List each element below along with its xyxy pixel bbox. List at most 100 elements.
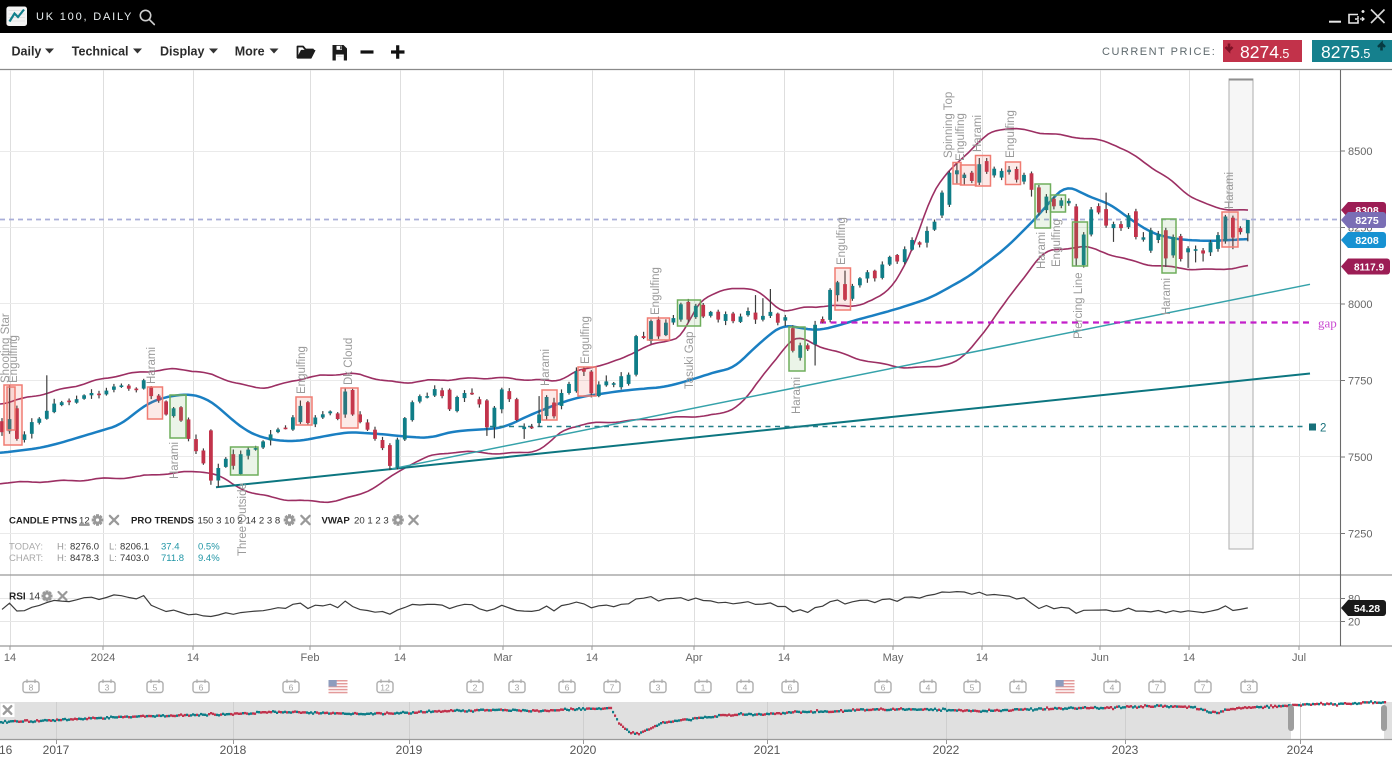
svg-text:6: 6 [199, 683, 204, 693]
svg-text:7: 7 [1201, 683, 1206, 693]
svg-text:20 1 2 3: 20 1 2 3 [354, 516, 389, 527]
svg-text:8275.5: 8275.5 [1321, 42, 1370, 62]
svg-text:Engulfing: Engulfing [580, 316, 592, 364]
svg-text:14: 14 [778, 652, 790, 664]
svg-text:14: 14 [29, 592, 41, 603]
svg-text:2022: 2022 [933, 743, 960, 757]
svg-text:14: 14 [586, 652, 598, 664]
svg-text:Harami: Harami [1224, 172, 1236, 209]
svg-text:7: 7 [1155, 683, 1160, 693]
svg-text:2: 2 [1320, 423, 1326, 435]
svg-text:7250: 7250 [1348, 528, 1372, 540]
svg-text:8478.3: 8478.3 [70, 553, 99, 564]
svg-text:CURRENT PRICE:: CURRENT PRICE: [1102, 46, 1216, 58]
svg-text:Dk Cloud: Dk Cloud [343, 338, 355, 385]
svg-text:5: 5 [153, 683, 158, 693]
svg-text:VWAP: VWAP [322, 516, 351, 527]
svg-text:20: 20 [1348, 616, 1360, 628]
svg-text:8208: 8208 [1355, 235, 1379, 247]
svg-text:Engulfing: Engulfing [8, 335, 20, 383]
svg-text:Mar: Mar [494, 652, 513, 664]
svg-text:4: 4 [743, 683, 748, 693]
svg-text:7: 7 [610, 683, 615, 693]
svg-text:Engulfing: Engulfing [650, 267, 662, 315]
svg-text:14: 14 [1183, 652, 1195, 664]
svg-text:2017: 2017 [43, 743, 70, 757]
svg-text:4: 4 [1016, 683, 1021, 693]
svg-text:CHART:: CHART: [9, 553, 43, 564]
svg-text:More: More [235, 45, 265, 59]
svg-text:H:: H: [57, 553, 67, 564]
svg-text:Display: Display [160, 45, 205, 59]
svg-text:14: 14 [394, 652, 406, 664]
svg-text:8000: 8000 [1348, 299, 1372, 311]
svg-text:CANDLE PTNS: CANDLE PTNS [9, 516, 78, 527]
svg-text:May: May [883, 652, 904, 664]
svg-text:2023: 2023 [1112, 743, 1139, 757]
svg-text:2019: 2019 [396, 743, 423, 757]
svg-text:711.8: 711.8 [161, 553, 184, 564]
svg-text:Engulfing: Engulfing [955, 113, 967, 161]
svg-text:Harami: Harami [146, 347, 158, 384]
svg-text:16: 16 [0, 743, 13, 757]
svg-text:Technical: Technical [72, 45, 129, 59]
svg-text:Engulfing: Engulfing [1051, 219, 1063, 267]
svg-text:12: 12 [79, 516, 90, 527]
svg-text:4: 4 [1110, 683, 1115, 693]
svg-text:1: 1 [701, 683, 706, 693]
svg-text:Jul: Jul [1292, 652, 1306, 664]
svg-text:8276.0: 8276.0 [70, 542, 99, 553]
svg-text:3: 3 [105, 683, 110, 693]
svg-text:8: 8 [29, 683, 34, 693]
svg-text:3: 3 [656, 683, 661, 693]
svg-text:2024: 2024 [1287, 743, 1314, 757]
svg-text:3: 3 [515, 683, 520, 693]
svg-text:54.28: 54.28 [1354, 603, 1380, 615]
svg-text:6: 6 [289, 683, 294, 693]
svg-text:Piercing Line: Piercing Line [1073, 273, 1085, 339]
svg-text:37.4: 37.4 [161, 542, 180, 553]
svg-text:7403.0: 7403.0 [120, 553, 149, 564]
svg-text:150 3 10 2 14 2 3 8: 150 3 10 2 14 2 3 8 [198, 516, 281, 527]
svg-text:Tasuki Gap: Tasuki Gap [684, 331, 696, 389]
svg-text:L:: L: [109, 542, 117, 553]
svg-text:Harami: Harami [972, 115, 984, 152]
svg-text:5: 5 [970, 683, 975, 693]
svg-text:8117.9: 8117.9 [1354, 262, 1384, 273]
svg-text:8275: 8275 [1355, 215, 1379, 227]
svg-text:RSI: RSI [9, 592, 26, 603]
svg-text:Apr: Apr [685, 652, 702, 664]
svg-text:Harami: Harami [169, 442, 181, 479]
svg-text:gap: gap [1318, 316, 1337, 331]
svg-text:14: 14 [187, 652, 199, 664]
svg-text:Feb: Feb [301, 652, 320, 664]
svg-text:2: 2 [473, 683, 478, 693]
svg-text:12: 12 [380, 683, 390, 693]
svg-text:2021: 2021 [754, 743, 781, 757]
svg-text:14: 14 [4, 652, 16, 664]
svg-text:Harami: Harami [540, 349, 552, 386]
svg-text:6: 6 [565, 683, 570, 693]
svg-text:4: 4 [926, 683, 931, 693]
svg-text:Harami: Harami [1036, 232, 1048, 269]
svg-text:14: 14 [976, 652, 988, 664]
svg-text:2024: 2024 [91, 652, 115, 664]
svg-text:7500: 7500 [1348, 452, 1372, 464]
svg-text:8274.5: 8274.5 [1240, 42, 1289, 62]
svg-text:0.5%: 0.5% [198, 542, 220, 553]
svg-text:8500: 8500 [1348, 146, 1372, 158]
svg-text:Daily: Daily [12, 45, 42, 59]
svg-text:L:: L: [109, 553, 117, 564]
svg-text:Engulfing: Engulfing [1005, 110, 1017, 158]
svg-text:Engulfing: Engulfing [296, 346, 308, 394]
svg-text:Harami: Harami [1161, 278, 1173, 315]
svg-text:6: 6 [788, 683, 793, 693]
svg-text:6: 6 [881, 683, 886, 693]
svg-text:Engulfing: Engulfing [836, 217, 848, 265]
svg-text:Spinning Top: Spinning Top [943, 92, 955, 158]
svg-text:3: 3 [1247, 683, 1252, 693]
svg-text:Harami: Harami [791, 377, 803, 414]
svg-text:Jun: Jun [1091, 652, 1109, 664]
svg-text:Three Outside: Three Outside [237, 483, 249, 556]
svg-text:8206.1: 8206.1 [120, 542, 149, 553]
